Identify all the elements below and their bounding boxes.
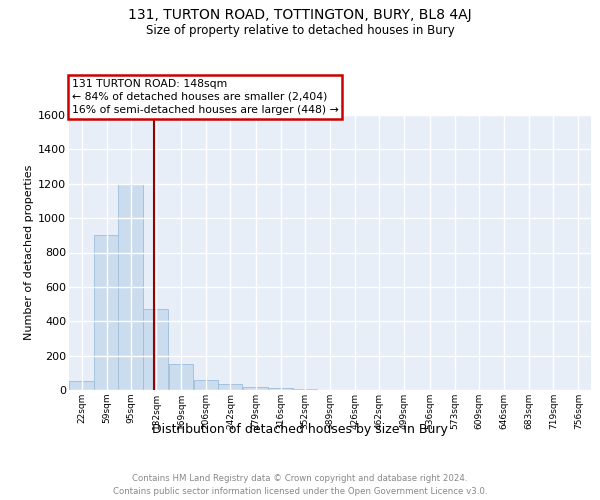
- Bar: [268, 388, 293, 390]
- Bar: [118, 184, 143, 390]
- Text: Contains public sector information licensed under the Open Government Licence v3: Contains public sector information licen…: [113, 488, 487, 496]
- Bar: [243, 387, 268, 390]
- Text: Size of property relative to detached houses in Bury: Size of property relative to detached ho…: [146, 24, 454, 37]
- Y-axis label: Number of detached properties: Number of detached properties: [24, 165, 34, 340]
- Bar: [69, 380, 94, 390]
- Bar: [218, 384, 242, 390]
- Bar: [194, 380, 218, 390]
- Bar: [292, 388, 317, 390]
- Text: 131, TURTON ROAD, TOTTINGTON, BURY, BL8 4AJ: 131, TURTON ROAD, TOTTINGTON, BURY, BL8 …: [128, 8, 472, 22]
- Text: 131 TURTON ROAD: 148sqm
← 84% of detached houses are smaller (2,404)
16% of semi: 131 TURTON ROAD: 148sqm ← 84% of detache…: [71, 78, 338, 115]
- Bar: [169, 364, 193, 390]
- Bar: [94, 236, 119, 390]
- Bar: [143, 309, 168, 390]
- Text: Distribution of detached houses by size in Bury: Distribution of detached houses by size …: [152, 422, 448, 436]
- Text: Contains HM Land Registry data © Crown copyright and database right 2024.: Contains HM Land Registry data © Crown c…: [132, 474, 468, 483]
